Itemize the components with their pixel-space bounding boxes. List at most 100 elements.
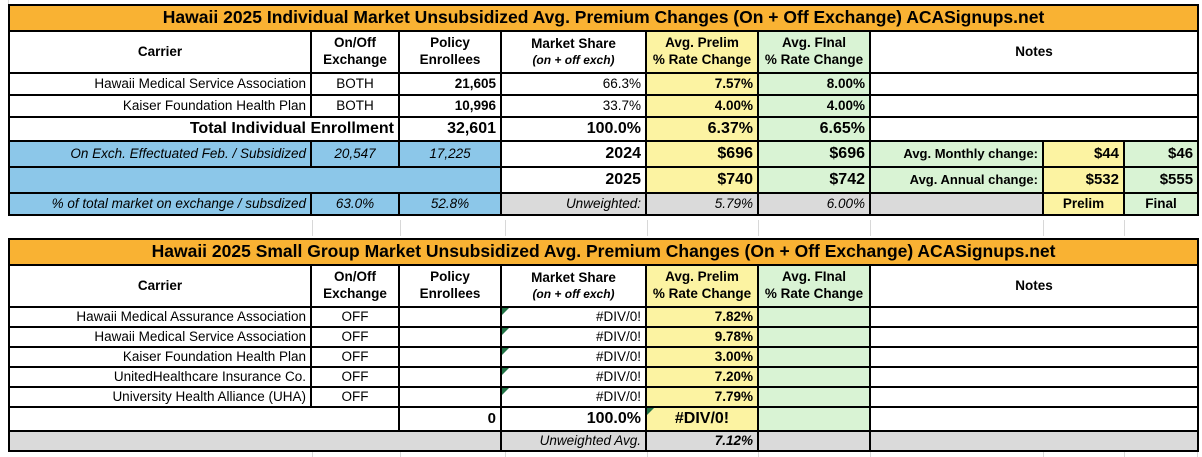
cell-pct-subsidized[interactable]: 52.8% <box>398 192 502 216</box>
cell-market-share[interactable]: 66.3% <box>500 72 647 96</box>
cell-carrier-name[interactable]: Hawaii Medical Service Association <box>8 72 312 96</box>
cell-notes[interactable] <box>868 306 1200 328</box>
cell-carrier-name[interactable]: Hawaii Medical Service Association <box>8 326 312 348</box>
cell-year-2024[interactable]: 2024 <box>500 140 647 168</box>
cell-carrier-name[interactable]: University Health Alliance (UHA) <box>8 386 312 408</box>
cell-prelim-rate[interactable]: 7.57% <box>645 72 759 96</box>
cell-total-share[interactable]: 100.0% <box>500 406 647 432</box>
cell-final-rate[interactable] <box>757 366 871 388</box>
cell-unweighted-prelim[interactable]: 5.79% <box>645 192 759 216</box>
cell-prelim-rate[interactable]: 7.82% <box>645 306 759 328</box>
column-header-exchange[interactable]: On/Off Exchange <box>310 30 400 74</box>
cell-total-enrollees[interactable]: 32,601 <box>398 116 502 142</box>
cell-year-2025[interactable]: 2025 <box>500 166 647 194</box>
column-header-carrier[interactable]: Carrier <box>8 264 312 308</box>
cell-notes[interactable] <box>868 116 1200 142</box>
cell-enrollees[interactable] <box>398 306 502 328</box>
cell-market-share-error[interactable]: #DIV/0! <box>500 386 647 408</box>
cell-prelim-rate[interactable]: 4.00% <box>645 94 759 118</box>
small-group-table-title[interactable]: Hawaii 2025 Small Group Market Unsubsidi… <box>7 238 1200 266</box>
cell-unweighted-prelim[interactable]: 7.12% <box>645 430 759 452</box>
cell-enrollees[interactable] <box>398 366 502 388</box>
column-header-carrier[interactable]: Carrier <box>8 30 312 74</box>
cell-notes[interactable] <box>868 326 1200 348</box>
cell-prelim-rate[interactable]: 9.78% <box>645 326 759 348</box>
cell-monthly-change-final[interactable]: $46 <box>1122 140 1200 168</box>
cell-total-final[interactable] <box>757 406 871 432</box>
cell-annual-change-final[interactable]: $555 <box>1122 166 1200 194</box>
column-header-market-share[interactable]: Market Share (on + off exch) <box>500 30 647 74</box>
cell-unweighted-label[interactable]: Unweighted Avg. <box>500 430 647 452</box>
cell-market-share-error[interactable]: #DIV/0! <box>500 366 647 388</box>
column-header-exchange[interactable]: On/Off Exchange <box>310 264 400 308</box>
cell-monthly-change-label[interactable]: Avg. Monthly change: <box>869 140 1044 168</box>
cell-carrier-name[interactable]: Hawaii Medical Assurance Association <box>8 306 312 328</box>
column-header-notes[interactable]: Notes <box>868 264 1200 308</box>
cell-prelim-rate[interactable]: 7.79% <box>645 386 759 408</box>
cell-total-label[interactable]: Total Individual Enrollment <box>8 116 400 142</box>
cell-notes[interactable] <box>868 430 1200 452</box>
cell-unweighted-final[interactable]: 6.00% <box>757 192 871 216</box>
column-header-enrollees[interactable]: Policy Enrollees <box>398 30 502 74</box>
cell-gray-spacer[interactable] <box>8 430 502 452</box>
cell-total-final[interactable]: 6.65% <box>757 116 871 142</box>
cell-enrollees[interactable]: 21,605 <box>398 72 502 96</box>
cell-enrollees[interactable] <box>398 386 502 408</box>
cell-final-rate[interactable] <box>757 346 871 368</box>
cell-enrollees[interactable]: 10,996 <box>398 94 502 118</box>
cell-notes[interactable] <box>868 386 1200 408</box>
cell-exchange-label[interactable]: On Exch. Effectuated Feb. / Subsidized <box>8 140 312 168</box>
cell-blue-spacer[interactable] <box>8 166 502 194</box>
cell-total-share[interactable]: 100.0% <box>500 116 647 142</box>
cell-carrier-name[interactable]: Kaiser Foundation Health Plan <box>8 346 312 368</box>
cell-monthly-change-prelim[interactable]: $44 <box>1042 140 1125 168</box>
cell-unweighted-final[interactable] <box>757 430 871 452</box>
cell-annual-change-label[interactable]: Avg. Annual change: <box>869 166 1044 194</box>
cell-final-rate[interactable] <box>757 306 871 328</box>
cell-notes[interactable] <box>868 406 1200 432</box>
cell-total-prelim[interactable]: 6.37% <box>645 116 759 142</box>
column-header-market-share[interactable]: Market Share (on + off exch) <box>500 264 647 308</box>
cell-final-column-label[interactable]: Final <box>1122 192 1200 216</box>
cell-final-rate[interactable] <box>757 386 871 408</box>
cell-unweighted-label[interactable]: Unweighted: <box>500 192 647 216</box>
cell-exchange[interactable]: OFF <box>310 326 400 348</box>
cell-prelim-column-label[interactable]: Prelim <box>1042 192 1125 216</box>
cell-exchange[interactable]: OFF <box>310 306 400 328</box>
column-header-final[interactable]: Avg. FInal % Rate Change <box>757 264 871 308</box>
cell-notes[interactable] <box>868 366 1200 388</box>
column-header-prelim[interactable]: Avg. Prelim % Rate Change <box>645 30 759 74</box>
cell-exchange[interactable]: OFF <box>310 346 400 368</box>
cell-2024-prelim-premium[interactable]: $696 <box>645 140 759 168</box>
cell-carrier-name[interactable]: UnitedHealthcare Insurance Co. <box>8 366 312 388</box>
cell-carrier-name[interactable]: Kaiser Foundation Health Plan <box>8 94 312 118</box>
column-header-notes[interactable]: Notes <box>868 30 1200 74</box>
cell-pct-label[interactable]: % of total market on exchange / subsdize… <box>8 192 312 216</box>
cell-final-rate[interactable]: 8.00% <box>757 72 871 96</box>
cell-market-share[interactable]: 33.7% <box>500 94 647 118</box>
cell-notes[interactable] <box>868 346 1200 368</box>
cell-final-rate[interactable]: 4.00% <box>757 94 871 118</box>
cell-exchange[interactable]: OFF <box>310 366 400 388</box>
column-header-prelim[interactable]: Avg. Prelim % Rate Change <box>645 264 759 308</box>
cell-total-enrollees[interactable]: 0 <box>398 406 502 432</box>
cell-enrollees[interactable] <box>398 326 502 348</box>
cell-prelim-rate[interactable]: 7.20% <box>645 366 759 388</box>
cell-2024-final-premium[interactable]: $696 <box>757 140 871 168</box>
cell-annual-change-prelim[interactable]: $532 <box>1042 166 1125 194</box>
cell-total-label[interactable] <box>8 406 400 432</box>
cell-notes[interactable] <box>868 72 1200 96</box>
column-header-enrollees[interactable]: Policy Enrollees <box>398 264 502 308</box>
cell-total-prelim-error[interactable]: #DIV/0! <box>645 406 759 432</box>
cell-exchange[interactable]: BOTH <box>310 94 400 118</box>
column-header-final[interactable]: Avg. FInal % Rate Change <box>757 30 871 74</box>
cell-pct-exchange[interactable]: 63.0% <box>310 192 400 216</box>
cell-2025-final-premium[interactable]: $742 <box>757 166 871 194</box>
cell-prelim-rate[interactable]: 3.00% <box>645 346 759 368</box>
cell-market-share-error[interactable]: #DIV/0! <box>500 306 647 328</box>
cell-enrollees[interactable] <box>398 346 502 368</box>
individual-table-title[interactable]: Hawaii 2025 Individual Market Unsubsidiz… <box>7 4 1200 32</box>
cell-market-share-error[interactable]: #DIV/0! <box>500 326 647 348</box>
cell-notes[interactable] <box>868 94 1200 118</box>
cell-exchange[interactable]: BOTH <box>310 72 400 96</box>
